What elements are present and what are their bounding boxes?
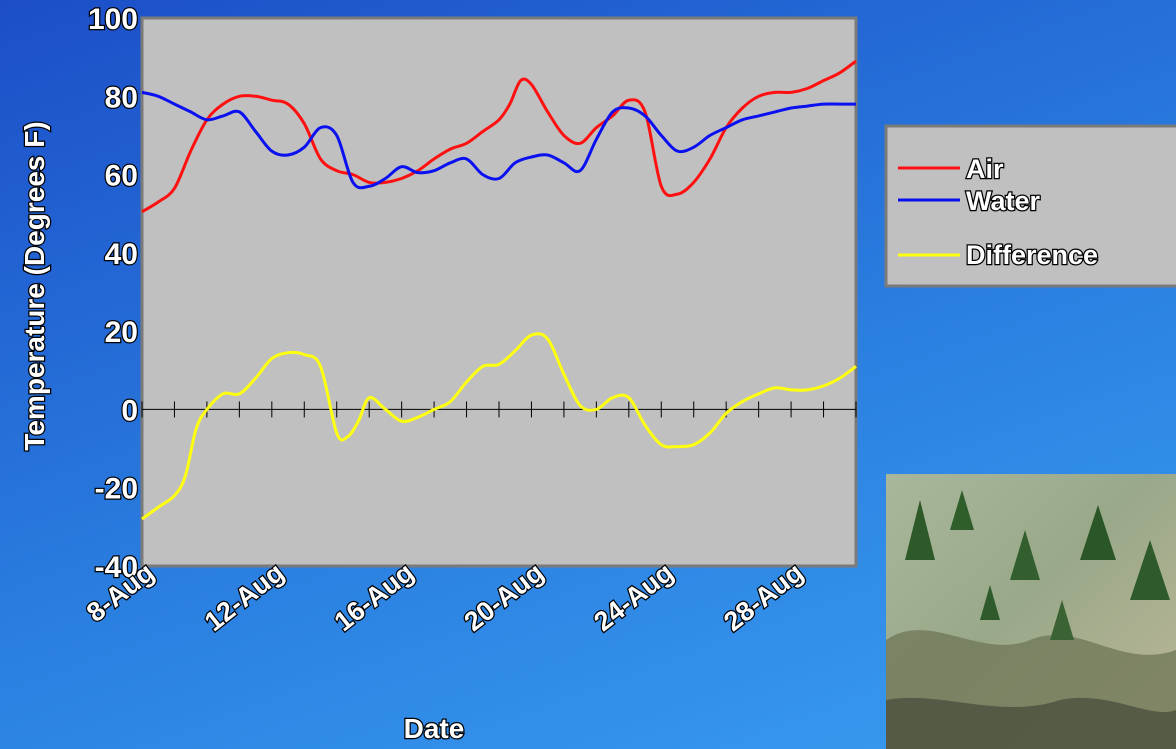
landscape-photo: [886, 474, 1176, 749]
y-tick-label: -40: [95, 551, 138, 584]
x-tick-label: 16-Aug: [329, 557, 420, 637]
legend-label-air: Air: [966, 154, 1004, 184]
x-tick-label: 12-Aug: [199, 557, 290, 637]
y-tick-label: -20: [95, 473, 138, 506]
legend-label-difference: Difference: [966, 240, 1098, 270]
y-tick-label: 40: [105, 238, 138, 271]
legend-box: [884, 124, 1176, 288]
x-tick-label: 20-Aug: [459, 557, 550, 637]
y-tick-labels: 100 80 60 40 20 0 -20 -40: [87, 2, 140, 586]
zero-axis: [141, 401, 857, 418]
y-tick-label: 0: [121, 394, 138, 427]
y-tick-label: 80: [105, 81, 138, 114]
x-tick-label: 28-Aug: [718, 557, 809, 637]
x-tick-labels: 8-Aug 12-Aug 16-Aug 20-Aug 24-Aug 28-Aug: [80, 556, 810, 638]
y-tick-label: 100: [88, 3, 138, 36]
series-line-air: [141, 59, 857, 214]
y-axis-title: Temperature (Degrees F): [19, 121, 50, 450]
y-tick-label: 20: [105, 316, 138, 349]
legend: Air Water Difference: [884, 124, 1176, 288]
x-axis-title: Date: [404, 713, 465, 744]
x-tick-label: 24-Aug: [588, 557, 679, 637]
legend-label-water: Water: [966, 186, 1041, 216]
series-line-difference: [141, 332, 857, 521]
plot-area: [140, 16, 858, 568]
series-line-water: [141, 90, 856, 190]
series-layer: [141, 59, 857, 521]
y-tick-label: 60: [105, 160, 138, 193]
